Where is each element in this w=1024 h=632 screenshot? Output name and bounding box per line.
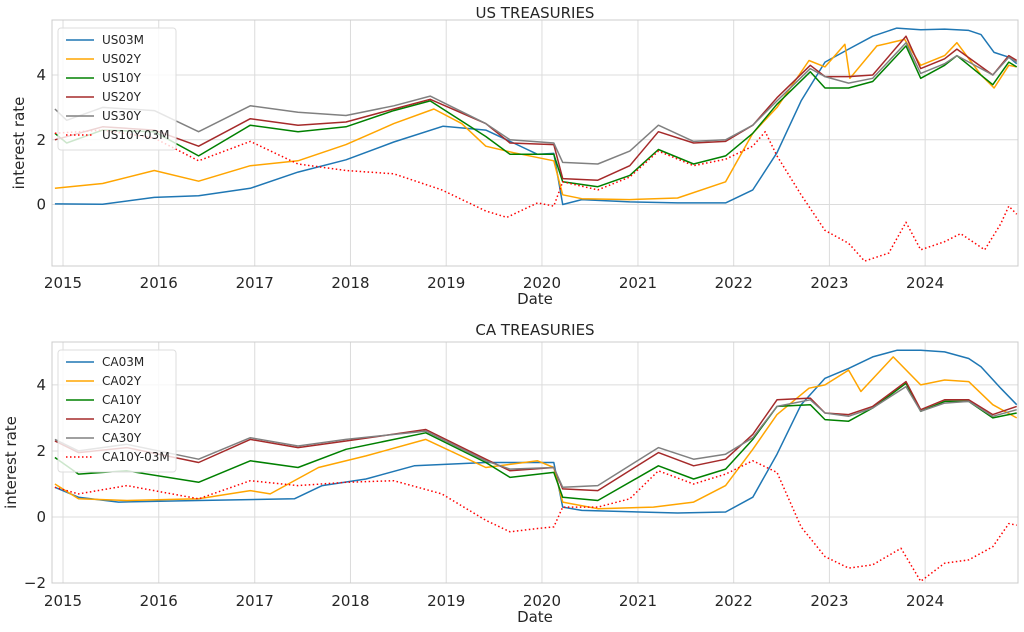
x-tick-label: 2018 bbox=[331, 592, 369, 610]
x-tick-label: 2019 bbox=[427, 592, 465, 610]
legend: CA03M CA02Y CA10Y CA20Y CA30Y CA10Y-03M bbox=[57, 349, 177, 473]
series-line-ca20y bbox=[54, 380, 1017, 492]
y-tick-label: 0 bbox=[36, 196, 46, 214]
x-tick-label: 2016 bbox=[140, 592, 178, 610]
legend-label: CA02Y bbox=[102, 374, 142, 388]
y-tick-label: 2 bbox=[36, 442, 46, 460]
x-tick-label: 2022 bbox=[715, 592, 753, 610]
legend-label: CA30Y bbox=[102, 431, 142, 445]
plot-frame bbox=[51, 19, 1019, 267]
y-tick-label: 2 bbox=[36, 131, 46, 149]
x-axis-label: Date bbox=[517, 290, 553, 308]
legend-label: US10Y-03M bbox=[102, 128, 170, 142]
series-line-us02y bbox=[54, 38, 1017, 201]
x-tick-label: 2016 bbox=[140, 274, 178, 292]
legend-label: US10Y bbox=[102, 71, 142, 85]
legend-label: CA03M bbox=[102, 355, 144, 369]
x-tick-label: 2019 bbox=[427, 274, 465, 292]
x-tick-label: 2023 bbox=[810, 274, 848, 292]
plot-frame bbox=[51, 341, 1019, 584]
legend-label: US03M bbox=[102, 33, 144, 47]
x-tick-label: 2017 bbox=[236, 274, 274, 292]
chart-title: US TREASURIES bbox=[476, 4, 595, 22]
legend-label: CA10Y bbox=[102, 393, 142, 407]
x-axis-label: Date bbox=[517, 608, 553, 626]
y-tick-label: −2 bbox=[24, 574, 46, 592]
series-line-ca03m bbox=[54, 349, 1018, 514]
x-tick-label: 2017 bbox=[236, 592, 274, 610]
x-tick-label: 2024 bbox=[906, 274, 944, 292]
x-tick-label: 2018 bbox=[331, 274, 369, 292]
x-tick-label: 2015 bbox=[44, 592, 82, 610]
series-line-ca02y bbox=[54, 356, 1018, 510]
x-tick-label: 2021 bbox=[619, 592, 657, 610]
x-tick-label: 2023 bbox=[810, 592, 848, 610]
series-line-ca10y bbox=[54, 382, 1017, 502]
series-line-us20y bbox=[54, 35, 1018, 181]
legend-label: US20Y bbox=[102, 90, 142, 104]
y-tick-label: 4 bbox=[36, 376, 46, 394]
chart-title: CA TREASURIES bbox=[475, 321, 594, 339]
x-tick-label: 2020 bbox=[523, 274, 561, 292]
x-tick-label: 2022 bbox=[715, 274, 753, 292]
x-tick-label: 2015 bbox=[44, 274, 82, 292]
y-tick-label: 0 bbox=[36, 508, 46, 526]
x-tick-label: 2021 bbox=[619, 274, 657, 292]
legend-label: US02Y bbox=[102, 52, 142, 66]
x-tick-label: 2024 bbox=[906, 592, 944, 610]
series-line-us30y bbox=[54, 41, 1018, 165]
legend-label: CA10Y-03M bbox=[102, 450, 170, 464]
series-line-ca10y-03m bbox=[54, 460, 1017, 583]
x-tick-label: 2020 bbox=[523, 592, 561, 610]
y-tick-label: 4 bbox=[36, 66, 46, 84]
legend: US03M US02Y US10Y US20Y US30Y US10Y-03M bbox=[57, 27, 177, 151]
series-line-us03m bbox=[54, 27, 1018, 206]
series-line-us10y bbox=[54, 45, 1018, 188]
legend-label: CA20Y bbox=[102, 412, 142, 426]
series-line-ca30y bbox=[54, 385, 1017, 489]
y-axis-label: interest rate bbox=[10, 97, 28, 190]
y-axis-label: interest rate bbox=[2, 416, 20, 509]
legend-label: US30Y bbox=[102, 109, 142, 123]
